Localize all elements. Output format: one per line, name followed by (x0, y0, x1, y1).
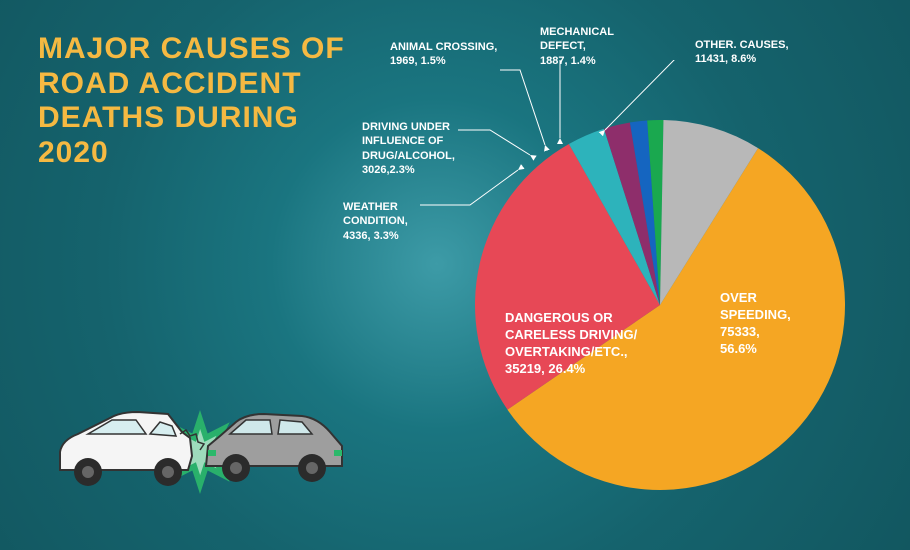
crash-svg (50, 360, 350, 520)
label-other: OTHER. CAUSES, 11431, 8.6% (695, 38, 789, 67)
label-weather: WEATHER CONDITION, 4336, 3.3% (343, 200, 408, 243)
label-dangerous-driving: DANGEROUS OR CARELESS DRIVING/ OVERTAKIN… (505, 310, 637, 378)
label-drug-alcohol: DRIVING UNDER INFLUENCE OF DRUG/ALCOHOL,… (362, 120, 455, 177)
label-over-speeding: OVER SPEEDING, 75333, 56.6% (720, 290, 791, 358)
car-crash-illustration (50, 360, 350, 520)
page-title: MAJOR CAUSES OF ROAD ACCIDENT DEATHS DUR… (38, 32, 345, 170)
label-animal-crossing: ANIMAL CROSSING, 1969, 1.5% (390, 40, 497, 69)
label-mechanical: MECHANICAL DEFECT, 1887, 1.4% (540, 25, 614, 68)
pie-svg (420, 60, 900, 540)
pie-chart: OVER SPEEDING, 75333, 56.6% DANGEROUS OR … (420, 60, 900, 540)
